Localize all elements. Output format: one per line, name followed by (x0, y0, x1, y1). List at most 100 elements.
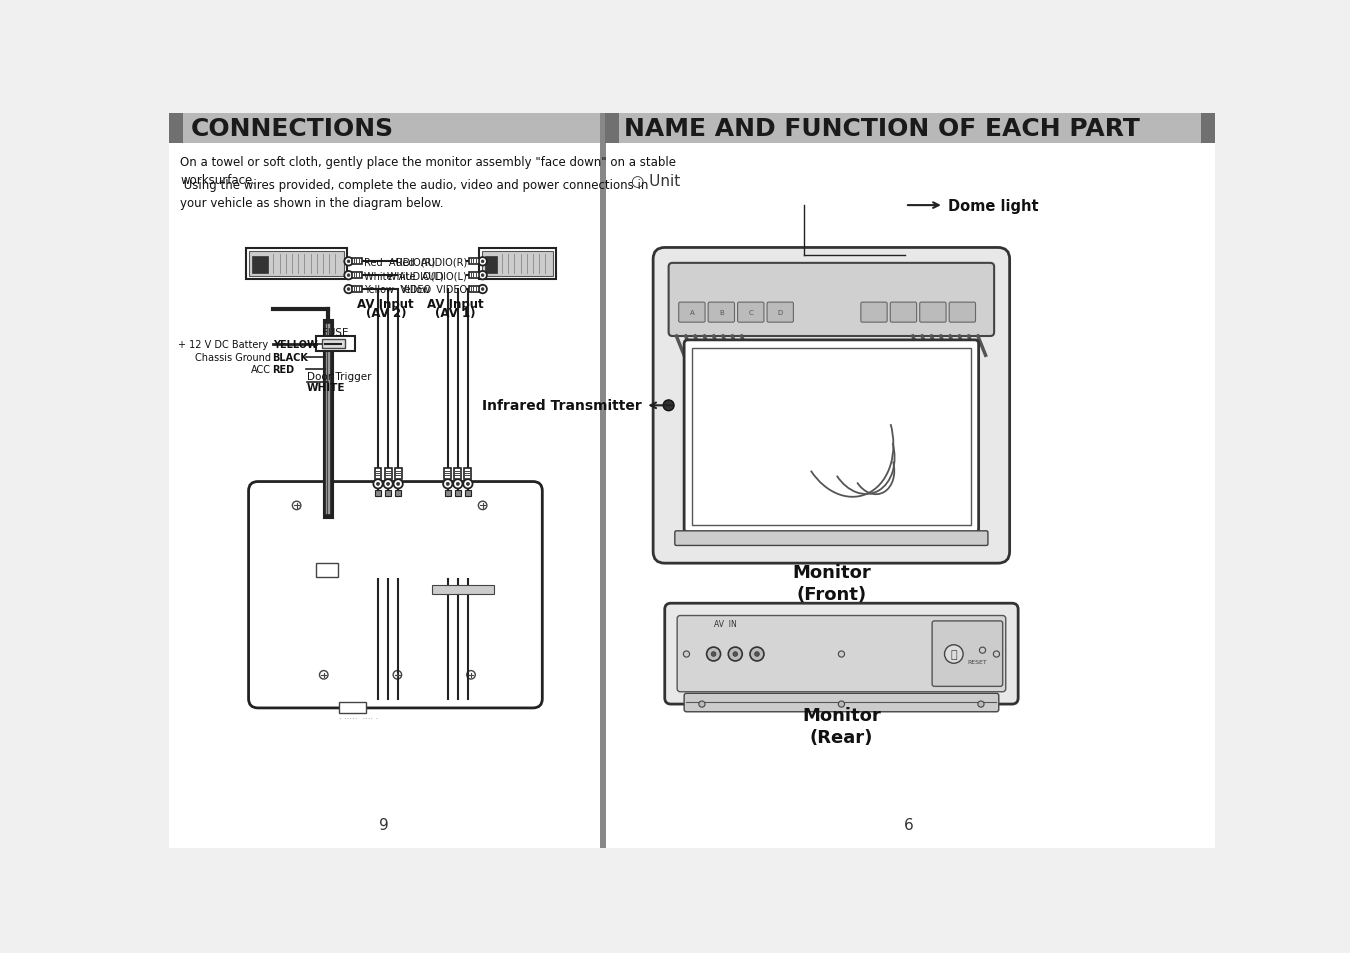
Circle shape (683, 651, 690, 658)
Text: NAME AND FUNCTION OF EACH PART: NAME AND FUNCTION OF EACH PART (625, 117, 1141, 141)
FancyBboxPatch shape (599, 114, 606, 848)
FancyBboxPatch shape (949, 303, 976, 323)
FancyBboxPatch shape (482, 252, 554, 276)
FancyBboxPatch shape (684, 694, 999, 712)
FancyBboxPatch shape (432, 585, 494, 595)
Circle shape (838, 701, 845, 707)
Circle shape (344, 272, 352, 280)
Text: BLACK: BLACK (273, 353, 308, 362)
FancyBboxPatch shape (679, 303, 705, 323)
Circle shape (463, 479, 472, 489)
Circle shape (393, 671, 402, 679)
FancyBboxPatch shape (455, 491, 460, 497)
FancyBboxPatch shape (169, 114, 182, 144)
FancyBboxPatch shape (375, 491, 381, 497)
FancyBboxPatch shape (737, 303, 764, 323)
Text: Infrared Transmitter: Infrared Transmitter (482, 399, 641, 413)
FancyBboxPatch shape (919, 303, 946, 323)
FancyBboxPatch shape (385, 469, 391, 479)
FancyBboxPatch shape (605, 114, 1215, 848)
FancyBboxPatch shape (169, 114, 599, 848)
Text: Monitor
(Front): Monitor (Front) (792, 563, 871, 604)
Text: On a towel or soft cloth, gently place the monitor assembly "face down" on a sta: On a towel or soft cloth, gently place t… (181, 156, 676, 187)
Text: D: D (778, 310, 783, 315)
Circle shape (994, 651, 999, 658)
FancyBboxPatch shape (664, 603, 1018, 704)
Text: Door Trigger: Door Trigger (306, 372, 371, 381)
Text: White  AUDIO(L): White AUDIO(L) (364, 271, 444, 281)
Text: 9: 9 (379, 818, 389, 833)
Text: FUSE: FUSE (323, 328, 348, 337)
FancyBboxPatch shape (464, 469, 471, 479)
Text: ACC: ACC (251, 365, 271, 375)
FancyBboxPatch shape (605, 114, 1215, 144)
FancyBboxPatch shape (470, 287, 479, 293)
FancyBboxPatch shape (444, 491, 451, 497)
FancyBboxPatch shape (691, 348, 971, 525)
FancyBboxPatch shape (250, 252, 344, 276)
Circle shape (466, 483, 470, 486)
FancyBboxPatch shape (485, 256, 497, 274)
Text: AV Input: AV Input (358, 298, 414, 311)
Circle shape (481, 261, 485, 263)
Circle shape (393, 479, 402, 489)
FancyBboxPatch shape (352, 273, 362, 279)
Circle shape (699, 701, 705, 707)
Text: Monitor
(Rear): Monitor (Rear) (802, 706, 880, 746)
FancyBboxPatch shape (385, 491, 391, 497)
Text: Yellow  VIDEO: Yellow VIDEO (364, 285, 431, 294)
FancyBboxPatch shape (169, 114, 599, 144)
Text: + 12 V DC Battery: + 12 V DC Battery (178, 339, 271, 350)
Text: Chassis Ground: Chassis Ground (194, 353, 271, 362)
FancyBboxPatch shape (861, 303, 887, 323)
Text: A: A (690, 310, 694, 315)
FancyBboxPatch shape (248, 482, 543, 708)
FancyBboxPatch shape (323, 339, 346, 349)
Circle shape (383, 479, 393, 489)
Circle shape (478, 501, 487, 510)
Text: (AV 2): (AV 2) (366, 307, 406, 320)
Circle shape (397, 483, 400, 486)
Circle shape (467, 671, 475, 679)
FancyBboxPatch shape (464, 491, 471, 497)
FancyBboxPatch shape (684, 340, 979, 533)
Text: WHITE: WHITE (306, 382, 346, 393)
Circle shape (945, 645, 963, 663)
Circle shape (347, 261, 350, 263)
FancyBboxPatch shape (709, 303, 734, 323)
Circle shape (344, 258, 352, 266)
Circle shape (838, 651, 845, 658)
Text: ○ Unit: ○ Unit (630, 173, 680, 188)
FancyBboxPatch shape (470, 259, 479, 265)
Circle shape (979, 647, 986, 654)
Text: (AV 1): (AV 1) (435, 307, 475, 320)
Text: Red  AUDIO(R): Red AUDIO(R) (396, 257, 467, 267)
FancyBboxPatch shape (252, 256, 267, 274)
Circle shape (478, 258, 487, 266)
Circle shape (443, 479, 452, 489)
Text: CONNECTIONS: CONNECTIONS (190, 117, 394, 141)
Text: Using the wires provided, complete the audio, video and power connections in
you: Using the wires provided, complete the a… (181, 179, 649, 210)
Circle shape (728, 647, 743, 661)
Circle shape (751, 647, 764, 661)
Text: Yellow  VIDEO: Yellow VIDEO (400, 285, 467, 294)
Text: RED: RED (273, 365, 294, 375)
Circle shape (481, 289, 485, 291)
Text: · ·····  ···· ·: · ····· ···· · (339, 714, 378, 723)
Text: AV  IN: AV IN (714, 619, 737, 628)
Text: AV Input: AV Input (427, 298, 483, 311)
Text: 6: 6 (904, 818, 914, 833)
Circle shape (478, 272, 487, 280)
Circle shape (478, 286, 487, 294)
Text: B: B (720, 310, 724, 315)
FancyBboxPatch shape (396, 491, 401, 497)
FancyBboxPatch shape (339, 702, 366, 713)
Text: Dome light: Dome light (948, 198, 1038, 213)
FancyBboxPatch shape (316, 336, 355, 352)
Text: ⏻: ⏻ (950, 649, 957, 659)
Circle shape (447, 483, 450, 486)
Circle shape (377, 483, 379, 486)
FancyBboxPatch shape (479, 249, 556, 280)
Circle shape (663, 400, 674, 412)
FancyBboxPatch shape (931, 621, 1003, 687)
